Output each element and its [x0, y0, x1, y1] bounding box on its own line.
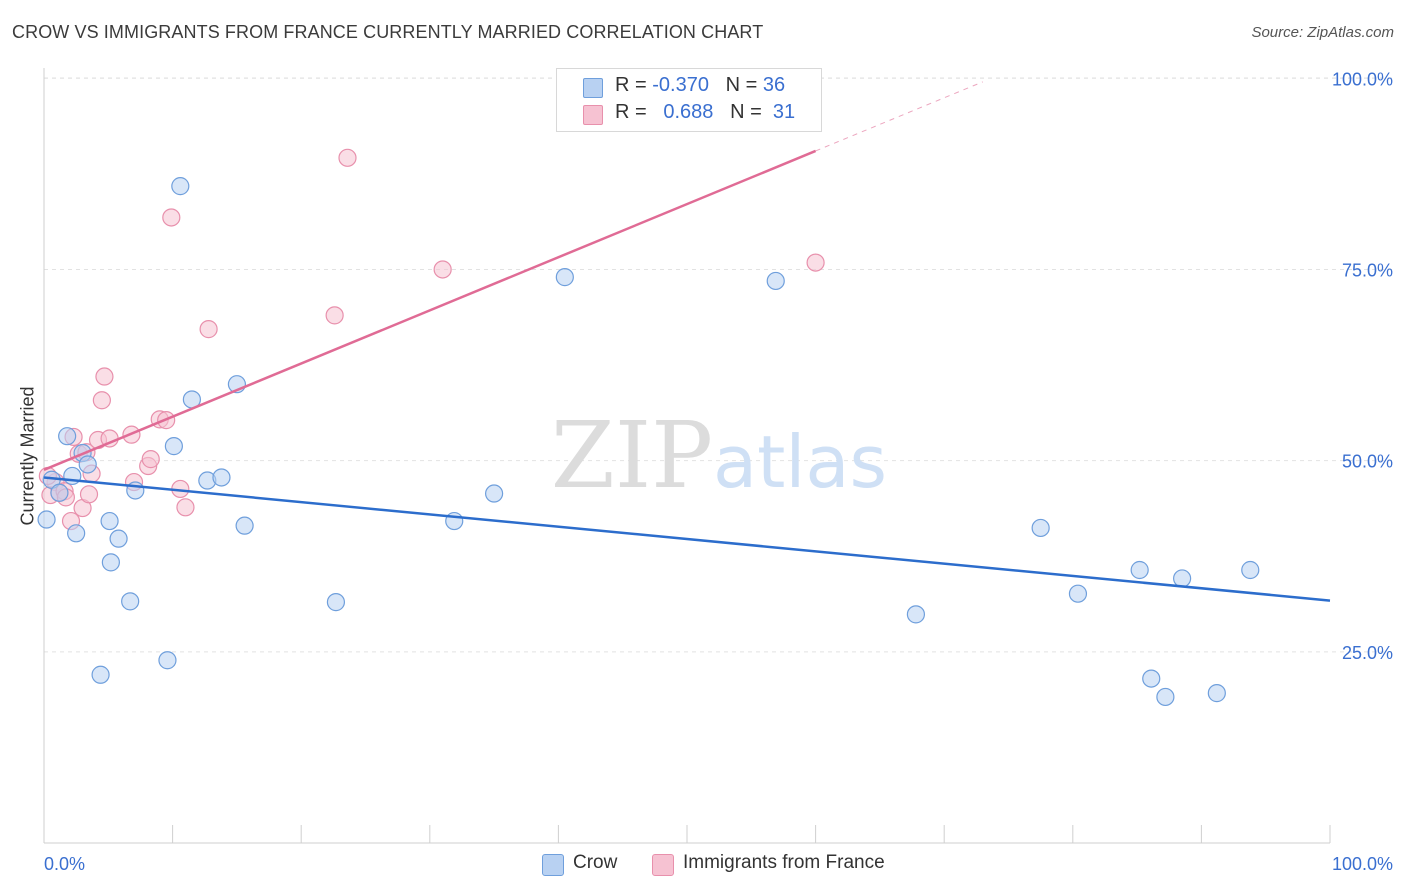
legend-france-n-value: 31 — [772, 101, 796, 123]
crow-point — [212, 468, 231, 487]
crow-point — [906, 605, 926, 624]
crow-point — [555, 268, 574, 287]
crow-point — [1241, 560, 1260, 580]
france-point — [176, 498, 195, 517]
france-point — [92, 391, 111, 410]
y-tick-label: 25.0% — [1342, 643, 1393, 663]
y-tick-label: 100.0% — [1332, 69, 1393, 89]
france-swatch-icon — [583, 105, 603, 125]
crow-points — [37, 177, 1260, 707]
france-trend-extension — [815, 81, 983, 152]
france-trend-line — [43, 149, 817, 471]
crow-point — [326, 593, 346, 612]
axes — [43, 68, 1331, 844]
france-point — [806, 253, 825, 272]
crow-point — [766, 271, 785, 291]
crow-trend-line — [43, 476, 1331, 602]
france-point — [79, 485, 99, 504]
crow-point — [100, 511, 119, 531]
legend-crow-r-label: R = — [615, 74, 647, 96]
trend-lines — [43, 81, 1331, 602]
france-point — [199, 320, 218, 339]
legend-france-r-label: R = — [615, 101, 647, 123]
grid-lines — [44, 77, 1392, 653]
crow-point — [1130, 560, 1149, 580]
watermark-atlas: atlas — [713, 420, 887, 504]
france-legend-icon — [652, 854, 674, 876]
watermark: ZIP atlas — [551, 402, 887, 509]
bottom-legend-crow-label: Crow — [573, 852, 618, 873]
legend-france-r-value: 0.688 — [663, 101, 714, 123]
legend-crow-r-value: -0.370 — [652, 74, 709, 96]
x-tick-label: 100.0% — [1332, 854, 1393, 874]
crow-point — [1173, 569, 1192, 588]
crow-point — [67, 524, 86, 543]
legend-france-n-label: N = — [730, 101, 762, 123]
france-point — [433, 260, 452, 279]
crow-point — [1207, 684, 1226, 703]
france-point — [325, 306, 344, 325]
stats-legend: R = -0.370 N = 36 R = 0.688 N = 31 — [556, 68, 822, 132]
crow-point — [58, 427, 77, 446]
legend-crow-text: R = -0.370 N = 36 — [615, 74, 785, 97]
bottom-legend-france-label: Immigrants from France — [683, 852, 885, 873]
crow-point — [164, 437, 183, 456]
chart-title: CROW VS IMMIGRANTS FROM FRANCE CURRENTLY… — [12, 22, 764, 42]
crow-point — [1156, 687, 1175, 707]
crow-point — [485, 484, 504, 503]
y-tick-label: 75.0% — [1342, 260, 1393, 280]
crow-point — [78, 455, 97, 474]
france-point — [95, 367, 114, 386]
france-point — [162, 208, 181, 227]
crow-point — [1142, 669, 1161, 688]
crow-point — [37, 510, 56, 529]
crow-point — [1068, 584, 1088, 603]
y-axis-label: Currently Married — [17, 386, 38, 526]
x-tick-label: 0.0% — [44, 854, 85, 874]
crow-point — [50, 483, 69, 502]
crow-point — [109, 529, 128, 548]
crow-point — [235, 516, 254, 535]
crow-point — [1031, 518, 1050, 538]
crow-point — [121, 592, 140, 611]
legend-france-text: R = 0.688 N = 31 — [615, 101, 795, 124]
y-tick-label: 50.0% — [1342, 452, 1393, 472]
legend-crow-n-label: N = — [725, 74, 758, 96]
france-point — [338, 148, 357, 167]
crow-point — [158, 651, 177, 670]
crow-swatch-icon — [583, 78, 603, 98]
crow-legend-icon — [542, 854, 564, 876]
watermark-zip: ZIP — [551, 402, 713, 509]
legend-crow-n-value: 36 — [762, 74, 786, 96]
crow-point — [171, 177, 190, 196]
crow-point — [91, 665, 110, 684]
france-point — [141, 450, 160, 469]
tick-labels: 25.0% 50.0% 75.0% 100.0% 0.0% 100.0% — [44, 69, 1393, 874]
source-label: Source: ZipAtlas.com — [1251, 24, 1394, 41]
crow-point — [101, 553, 120, 572]
